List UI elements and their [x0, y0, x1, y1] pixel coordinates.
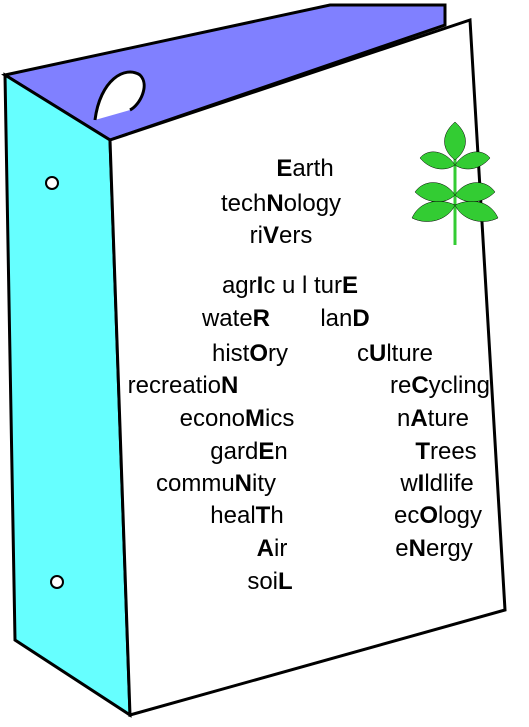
hole — [46, 177, 58, 189]
acrostic-word: econoMics — [180, 405, 295, 432]
bold-letter: I — [418, 470, 425, 497]
word-part: ergy — [426, 535, 473, 562]
word-part: agr — [222, 272, 257, 299]
acrostic-word: Air — [257, 535, 288, 562]
bold-letter: A — [257, 535, 274, 562]
front-cover — [110, 20, 505, 715]
bold-letter: N — [266, 190, 283, 217]
bold-letter: R — [253, 305, 270, 332]
word-part: w — [399, 470, 418, 497]
word-part: ers — [279, 222, 312, 249]
acrostic-word: Earth — [276, 155, 333, 182]
acrostic-word: cUlture — [357, 340, 433, 367]
word-part: gard — [210, 438, 258, 465]
word-part: ri — [250, 222, 263, 249]
acrostic-word: wIldlife — [399, 470, 473, 497]
bold-letter: I — [257, 272, 264, 299]
word-part: lan — [320, 305, 352, 332]
word-part: c u l tur — [263, 272, 342, 299]
acrostic-word: nAture — [397, 405, 469, 432]
acrostic-word: gardEn — [210, 438, 287, 465]
word-part: tech — [221, 190, 266, 217]
word-part: n — [397, 405, 410, 432]
binder-illustration: EarthtechNologyriVersagrIc u l turEwateR… — [0, 0, 529, 727]
bold-letter: L — [278, 568, 293, 595]
word-part: ycling — [429, 372, 490, 399]
bold-letter: N — [221, 372, 238, 399]
bold-letter: C — [411, 372, 428, 399]
acrostic-word: lanD — [320, 305, 369, 332]
acrostic-word: wateR — [201, 305, 270, 332]
bold-letter: V — [263, 222, 279, 249]
word-part: h — [270, 502, 283, 529]
word-part: wate — [201, 305, 253, 332]
word-part: ture — [428, 405, 469, 432]
word-part: ry — [268, 340, 288, 367]
word-part: hist — [212, 340, 250, 367]
word-part: ics — [265, 405, 294, 432]
acrostic-word: eNergy — [395, 535, 472, 562]
word-part: ir — [274, 535, 287, 562]
bold-letter: M — [245, 405, 265, 432]
bold-letter: N — [409, 535, 426, 562]
bold-letter: O — [419, 502, 438, 529]
word-part: econo — [180, 405, 245, 432]
word-part: rees — [430, 438, 477, 465]
bold-letter: U — [369, 340, 386, 367]
acrostic-word: riVers — [250, 222, 313, 249]
word-part: logy — [438, 502, 482, 529]
bold-letter: E — [258, 438, 274, 465]
hole — [51, 576, 63, 588]
acrostic-word: histOry — [212, 340, 288, 367]
word-part: ldlife — [424, 470, 473, 497]
acrostic-word: Trees — [415, 438, 476, 465]
word-part: ec — [394, 502, 419, 529]
acrostic-word: soiL — [247, 568, 292, 595]
acrostic-word: agrIc u l turE — [222, 272, 358, 299]
acrostic-word: ecOlogy — [394, 502, 482, 529]
acrostic-word: techNology — [221, 190, 341, 217]
word-part: c — [357, 340, 369, 367]
word-part: soi — [247, 568, 278, 595]
word-part: e — [395, 535, 408, 562]
word-part: ology — [284, 190, 341, 217]
word-part: arth — [292, 155, 333, 182]
acrostic-word: healTh — [210, 502, 283, 529]
word-part: lture — [386, 340, 433, 367]
acrostic-word: recreatioN — [128, 372, 239, 399]
bold-letter: O — [249, 340, 268, 367]
bold-letter: E — [342, 272, 358, 299]
bold-letter: E — [276, 155, 292, 182]
word-part: commu — [156, 470, 235, 497]
bold-letter: A — [410, 405, 427, 432]
acrostic-word: commuNity — [156, 470, 276, 497]
word-part: n — [274, 438, 287, 465]
word-part: recreatio — [128, 372, 221, 399]
bold-letter: D — [352, 305, 369, 332]
word-part: re — [390, 372, 411, 399]
bold-letter: T — [256, 502, 271, 529]
word-part: ity — [252, 470, 276, 497]
word-part: heal — [210, 502, 255, 529]
acrostic-word: reCycling — [390, 372, 490, 399]
bold-letter: N — [235, 470, 252, 497]
bold-letter: T — [415, 438, 430, 465]
